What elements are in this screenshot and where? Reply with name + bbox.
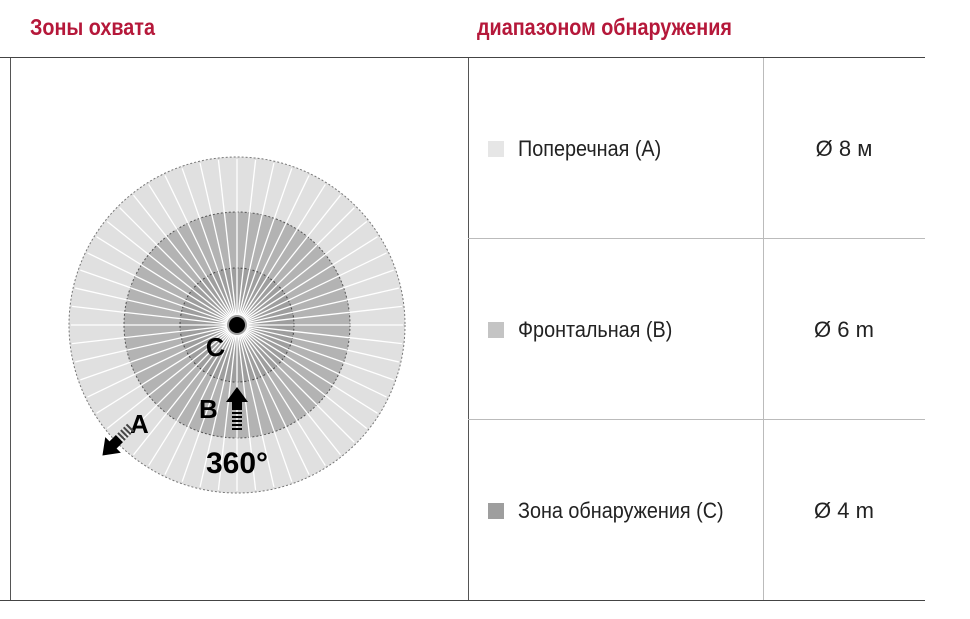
ray-line xyxy=(132,194,232,318)
zone-label: Поперечная (A) xyxy=(518,135,662,161)
ray-line xyxy=(238,163,275,316)
ray-line xyxy=(75,287,228,324)
ray-line xyxy=(242,194,342,318)
table-top-border xyxy=(0,57,925,58)
row-divider xyxy=(468,419,925,420)
ray-line xyxy=(245,236,378,321)
ray-line xyxy=(238,334,275,487)
sensor-dot xyxy=(229,317,245,333)
ray-line xyxy=(246,326,399,363)
ray-line xyxy=(164,175,234,317)
ray-line xyxy=(217,334,237,491)
coverage-zones-heading: Зоны охвата xyxy=(30,14,155,40)
ray-line xyxy=(246,327,394,381)
ray-line xyxy=(106,330,230,430)
ray-line xyxy=(80,269,228,323)
ray-line xyxy=(246,269,394,323)
ray-line xyxy=(244,220,368,320)
table-bottom-border xyxy=(0,600,925,601)
ray-line xyxy=(199,163,236,316)
ray-line xyxy=(106,220,230,320)
ray-line xyxy=(119,331,231,443)
zone-label: Фронтальная (B) xyxy=(518,316,673,342)
ray-line xyxy=(246,305,403,325)
arrow-diagonal-icon xyxy=(102,423,135,456)
legend-swatch xyxy=(488,321,504,338)
ray-line xyxy=(217,159,237,316)
ray-line xyxy=(244,330,368,430)
detection-range-heading: диапазоном обнаружения xyxy=(477,14,732,40)
table-row: Поперечная (A) Ø 8 м xyxy=(468,58,925,239)
label-360: 360° xyxy=(206,447,268,480)
ray-line xyxy=(239,168,293,316)
ray-line xyxy=(75,326,228,363)
divider xyxy=(468,58,469,600)
ray-line xyxy=(246,325,403,345)
ray-line xyxy=(237,334,257,491)
ray-line xyxy=(148,184,233,317)
table-row: Зона обнаружения (C) Ø 4 m xyxy=(468,420,925,601)
row-divider xyxy=(468,238,925,239)
ray-line xyxy=(87,328,229,398)
ray-line xyxy=(80,327,228,381)
ray-line xyxy=(164,333,234,475)
arrow-up-icon xyxy=(226,387,248,430)
ray-line xyxy=(96,329,229,414)
ray-line xyxy=(240,175,310,317)
ray-line xyxy=(241,333,326,466)
ray-line xyxy=(199,334,236,487)
ray-line xyxy=(241,184,326,317)
label-b: B xyxy=(199,394,218,424)
ray-line xyxy=(243,207,355,319)
zone-label: Зона обнаружения (C) xyxy=(518,497,724,523)
ray-line xyxy=(237,159,257,316)
table-row: Фронтальная (B) Ø 6 m xyxy=(468,239,925,420)
legend-swatch xyxy=(488,140,504,157)
ray-line xyxy=(148,333,233,466)
ray-line xyxy=(181,334,235,482)
label-a: A xyxy=(130,409,149,439)
ray-line xyxy=(246,287,399,324)
zone-diameter: Ø 6 m xyxy=(814,316,874,342)
coverage-diagram: C B A 360° xyxy=(68,156,406,494)
ray-line xyxy=(242,332,342,456)
ray-line xyxy=(132,332,232,456)
zone-diameter: Ø 8 м xyxy=(815,135,873,161)
label-c: C xyxy=(204,331,227,363)
ray-line xyxy=(245,252,387,322)
ray-line xyxy=(71,325,228,345)
divider xyxy=(763,58,764,600)
ray-line xyxy=(96,236,229,321)
ray-line xyxy=(71,305,228,325)
ray-line xyxy=(243,331,355,443)
ray-line xyxy=(239,334,293,482)
ray-line xyxy=(181,168,235,316)
ray-line xyxy=(87,252,229,322)
divider xyxy=(10,58,11,600)
ray-line xyxy=(240,333,310,475)
ray-line xyxy=(119,207,231,319)
ray-line xyxy=(245,328,387,398)
zone-diameter: Ø 4 m xyxy=(814,497,874,523)
ray-line xyxy=(245,329,378,414)
legend-swatch xyxy=(488,502,504,519)
